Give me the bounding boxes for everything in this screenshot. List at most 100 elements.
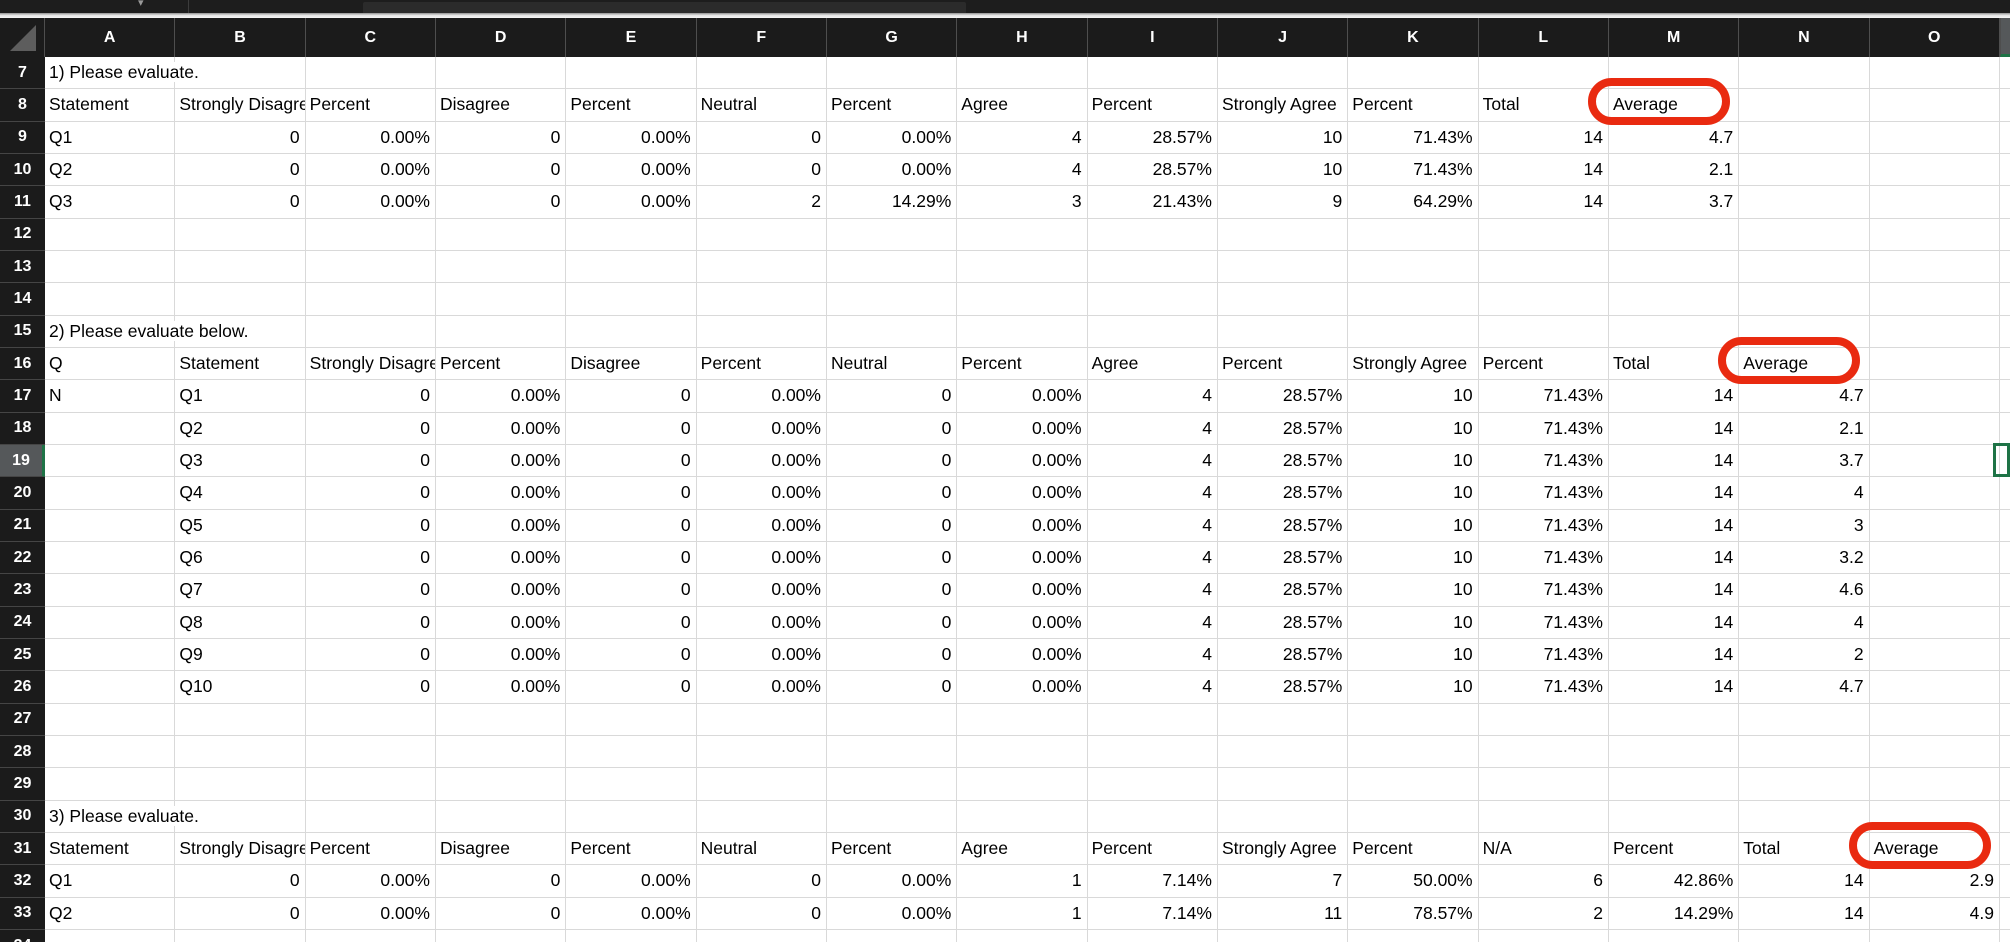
cell-J21[interactable]: 28.57%: [1217, 509, 1349, 542]
cell-K34[interactable]: [1348, 929, 1479, 942]
cell-B10[interactable]: 0: [175, 153, 306, 187]
cell-I27[interactable]: [1087, 703, 1218, 736]
cell-K32[interactable]: 50.00%: [1348, 865, 1479, 898]
cell-H8[interactable]: Agree: [957, 89, 1088, 122]
cell-N30[interactable]: [1739, 800, 1870, 833]
row-header-7[interactable]: 7: [0, 57, 45, 90]
cell-F27[interactable]: [696, 703, 827, 736]
cell-M23[interactable]: 14: [1608, 574, 1740, 607]
cell-J30[interactable]: [1217, 800, 1349, 833]
cell-C25[interactable]: 0: [305, 638, 436, 672]
cell-P24-partial[interactable]: [1999, 607, 2010, 639]
cell-H17[interactable]: 0.00%: [957, 380, 1088, 413]
cell-C15[interactable]: [305, 315, 436, 348]
cell-G20[interactable]: 0: [826, 477, 958, 510]
cell-G23[interactable]: 0: [826, 574, 958, 607]
row-header-19[interactable]: 19: [0, 444, 45, 478]
cell-D30[interactable]: [435, 800, 567, 833]
cell-B16[interactable]: Statement: [175, 347, 306, 381]
cell-O16[interactable]: [1869, 347, 2000, 381]
cell-J17[interactable]: 28.57%: [1217, 380, 1349, 413]
cell-O18[interactable]: [1869, 412, 2000, 445]
cell-P15-partial[interactable]: [1999, 316, 2010, 348]
cell-P16-partial[interactable]: [1999, 348, 2010, 381]
cell-F19[interactable]: 0.00%: [696, 444, 827, 478]
cell-L12[interactable]: [1478, 218, 1609, 251]
cell-J29[interactable]: [1217, 768, 1349, 801]
cell-L13[interactable]: [1478, 250, 1609, 284]
cell-D18[interactable]: 0.00%: [435, 412, 567, 445]
cell-L17[interactable]: 71.43%: [1478, 380, 1609, 413]
cell-P20-partial[interactable]: [1999, 477, 2010, 510]
cell-F22[interactable]: 0.00%: [696, 541, 827, 575]
cell-M33[interactable]: 14.29%: [1608, 897, 1740, 930]
cell-D26[interactable]: 0.00%: [435, 671, 567, 704]
cell-D32[interactable]: 0: [435, 865, 567, 898]
cell-M25[interactable]: 14: [1608, 638, 1740, 672]
cell-C17[interactable]: 0: [305, 380, 436, 413]
cell-G26[interactable]: 0: [826, 671, 958, 704]
cell-F24[interactable]: 0.00%: [696, 606, 827, 639]
cell-L25[interactable]: 71.43%: [1478, 638, 1609, 672]
cell-K17[interactable]: 10: [1348, 380, 1479, 413]
cell-J34[interactable]: [1218, 929, 1349, 942]
cell-J14[interactable]: [1217, 283, 1349, 316]
cell-O27[interactable]: [1869, 703, 2000, 736]
cell-H32[interactable]: 1: [957, 865, 1088, 898]
cell-D24[interactable]: 0.00%: [435, 606, 567, 639]
cell-C24[interactable]: 0: [305, 606, 436, 639]
cell-P12-partial[interactable]: [1999, 219, 2010, 251]
cell-C14[interactable]: [305, 283, 436, 316]
cell-F25[interactable]: 0.00%: [696, 638, 827, 672]
cell-L31[interactable]: N/A: [1478, 832, 1609, 866]
cell-C12[interactable]: [305, 218, 436, 251]
cell-H11[interactable]: 3: [957, 186, 1088, 219]
cell-O29[interactable]: [1869, 768, 2000, 801]
cell-C30[interactable]: [305, 800, 436, 833]
cell-J26[interactable]: 28.57%: [1217, 671, 1349, 704]
cell-D31[interactable]: Disagree: [435, 832, 567, 866]
cell-B21[interactable]: Q5: [175, 509, 306, 542]
cell-P17-partial[interactable]: [1999, 380, 2010, 413]
cell-H30[interactable]: [957, 800, 1088, 833]
cell-I33[interactable]: 7.14%: [1087, 897, 1218, 930]
cell-K25[interactable]: 10: [1348, 638, 1479, 672]
column-header-K[interactable]: K: [1348, 18, 1479, 57]
cell-L14[interactable]: [1478, 283, 1609, 316]
cell-G30[interactable]: [826, 800, 958, 833]
column-header-N[interactable]: N: [1739, 18, 1870, 57]
cell-A20[interactable]: [45, 477, 176, 510]
cell-O10[interactable]: [1869, 153, 2000, 187]
cell-H26[interactable]: 0.00%: [957, 671, 1088, 704]
cell-M19[interactable]: 14: [1608, 444, 1740, 478]
cell-E25[interactable]: 0: [566, 638, 697, 672]
cell-N27[interactable]: [1739, 703, 1870, 736]
cell-J23[interactable]: 28.57%: [1217, 574, 1349, 607]
cell-N15[interactable]: [1739, 315, 1870, 348]
cell-D12[interactable]: [435, 218, 567, 251]
row-header-12[interactable]: 12: [0, 218, 45, 251]
cell-N12[interactable]: [1739, 218, 1870, 251]
cell-L26[interactable]: 71.43%: [1478, 671, 1609, 704]
cell-O20[interactable]: [1869, 477, 2000, 510]
cell-A25[interactable]: [45, 638, 176, 672]
cell-H24[interactable]: 0.00%: [957, 606, 1088, 639]
cell-B29[interactable]: [175, 768, 306, 801]
cell-P11-partial[interactable]: [1999, 186, 2010, 219]
cell-D20[interactable]: 0.00%: [435, 477, 567, 510]
column-header-G[interactable]: G: [826, 18, 958, 57]
cell-L23[interactable]: 71.43%: [1478, 574, 1609, 607]
cell-D17[interactable]: 0.00%: [435, 380, 567, 413]
row-header-30[interactable]: 30: [0, 800, 45, 833]
cell-I20[interactable]: 4: [1087, 477, 1218, 510]
column-header-M[interactable]: M: [1608, 18, 1740, 57]
row-header-9[interactable]: 9: [0, 121, 45, 154]
cell-J15[interactable]: [1217, 315, 1349, 348]
cell-C21[interactable]: 0: [305, 509, 436, 542]
cell-K20[interactable]: 10: [1348, 477, 1479, 510]
cell-O22[interactable]: [1869, 541, 2000, 575]
cell-G27[interactable]: [826, 703, 958, 736]
column-header-B[interactable]: B: [175, 18, 306, 57]
cell-E8[interactable]: Percent: [566, 89, 697, 122]
cell-L24[interactable]: 71.43%: [1478, 606, 1609, 639]
